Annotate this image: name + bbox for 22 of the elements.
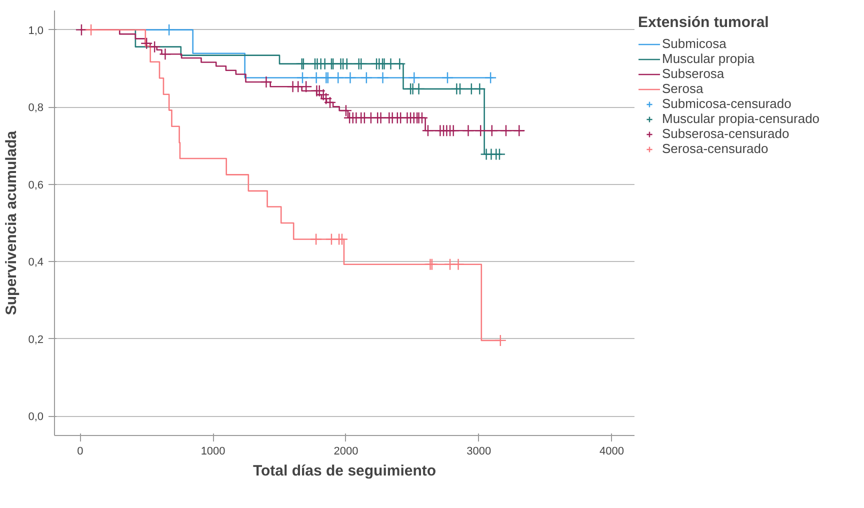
legend-label: Serosa-censurado bbox=[662, 141, 768, 156]
x-axis-title: Total días de seguimiento bbox=[252, 462, 436, 480]
y-axis-title: Supervivencia acumulada bbox=[3, 130, 20, 316]
legend-label: Muscular propia bbox=[662, 51, 754, 66]
x-tick-label: 2000 bbox=[334, 446, 358, 458]
x-tick-label: 4000 bbox=[600, 446, 624, 458]
legend-label: Serosa bbox=[662, 81, 704, 96]
x-tick-label: 1000 bbox=[200, 446, 226, 458]
legend-label: Submicosa bbox=[662, 36, 726, 51]
legend-title: Extensión tumoral bbox=[638, 14, 770, 31]
y-tick-label: 0,0 bbox=[28, 411, 44, 424]
x-tick-label: 0 bbox=[77, 446, 84, 458]
x-tick-label: 3000 bbox=[466, 446, 492, 458]
y-tick-label: 0,8 bbox=[28, 102, 44, 114]
y-tick-label: 0,6 bbox=[28, 179, 44, 192]
legend-label: Muscular propia-censurado bbox=[662, 111, 820, 126]
legend-label: Subserosa-censurado bbox=[662, 126, 790, 141]
legend-label: Subserosa bbox=[662, 66, 724, 81]
legend-label: Submicosa-censurado bbox=[662, 96, 792, 111]
y-tick-label: 0,2 bbox=[28, 334, 44, 346]
y-tick-label: 0,4 bbox=[28, 256, 44, 269]
y-tick-label: 1,0 bbox=[28, 24, 44, 37]
